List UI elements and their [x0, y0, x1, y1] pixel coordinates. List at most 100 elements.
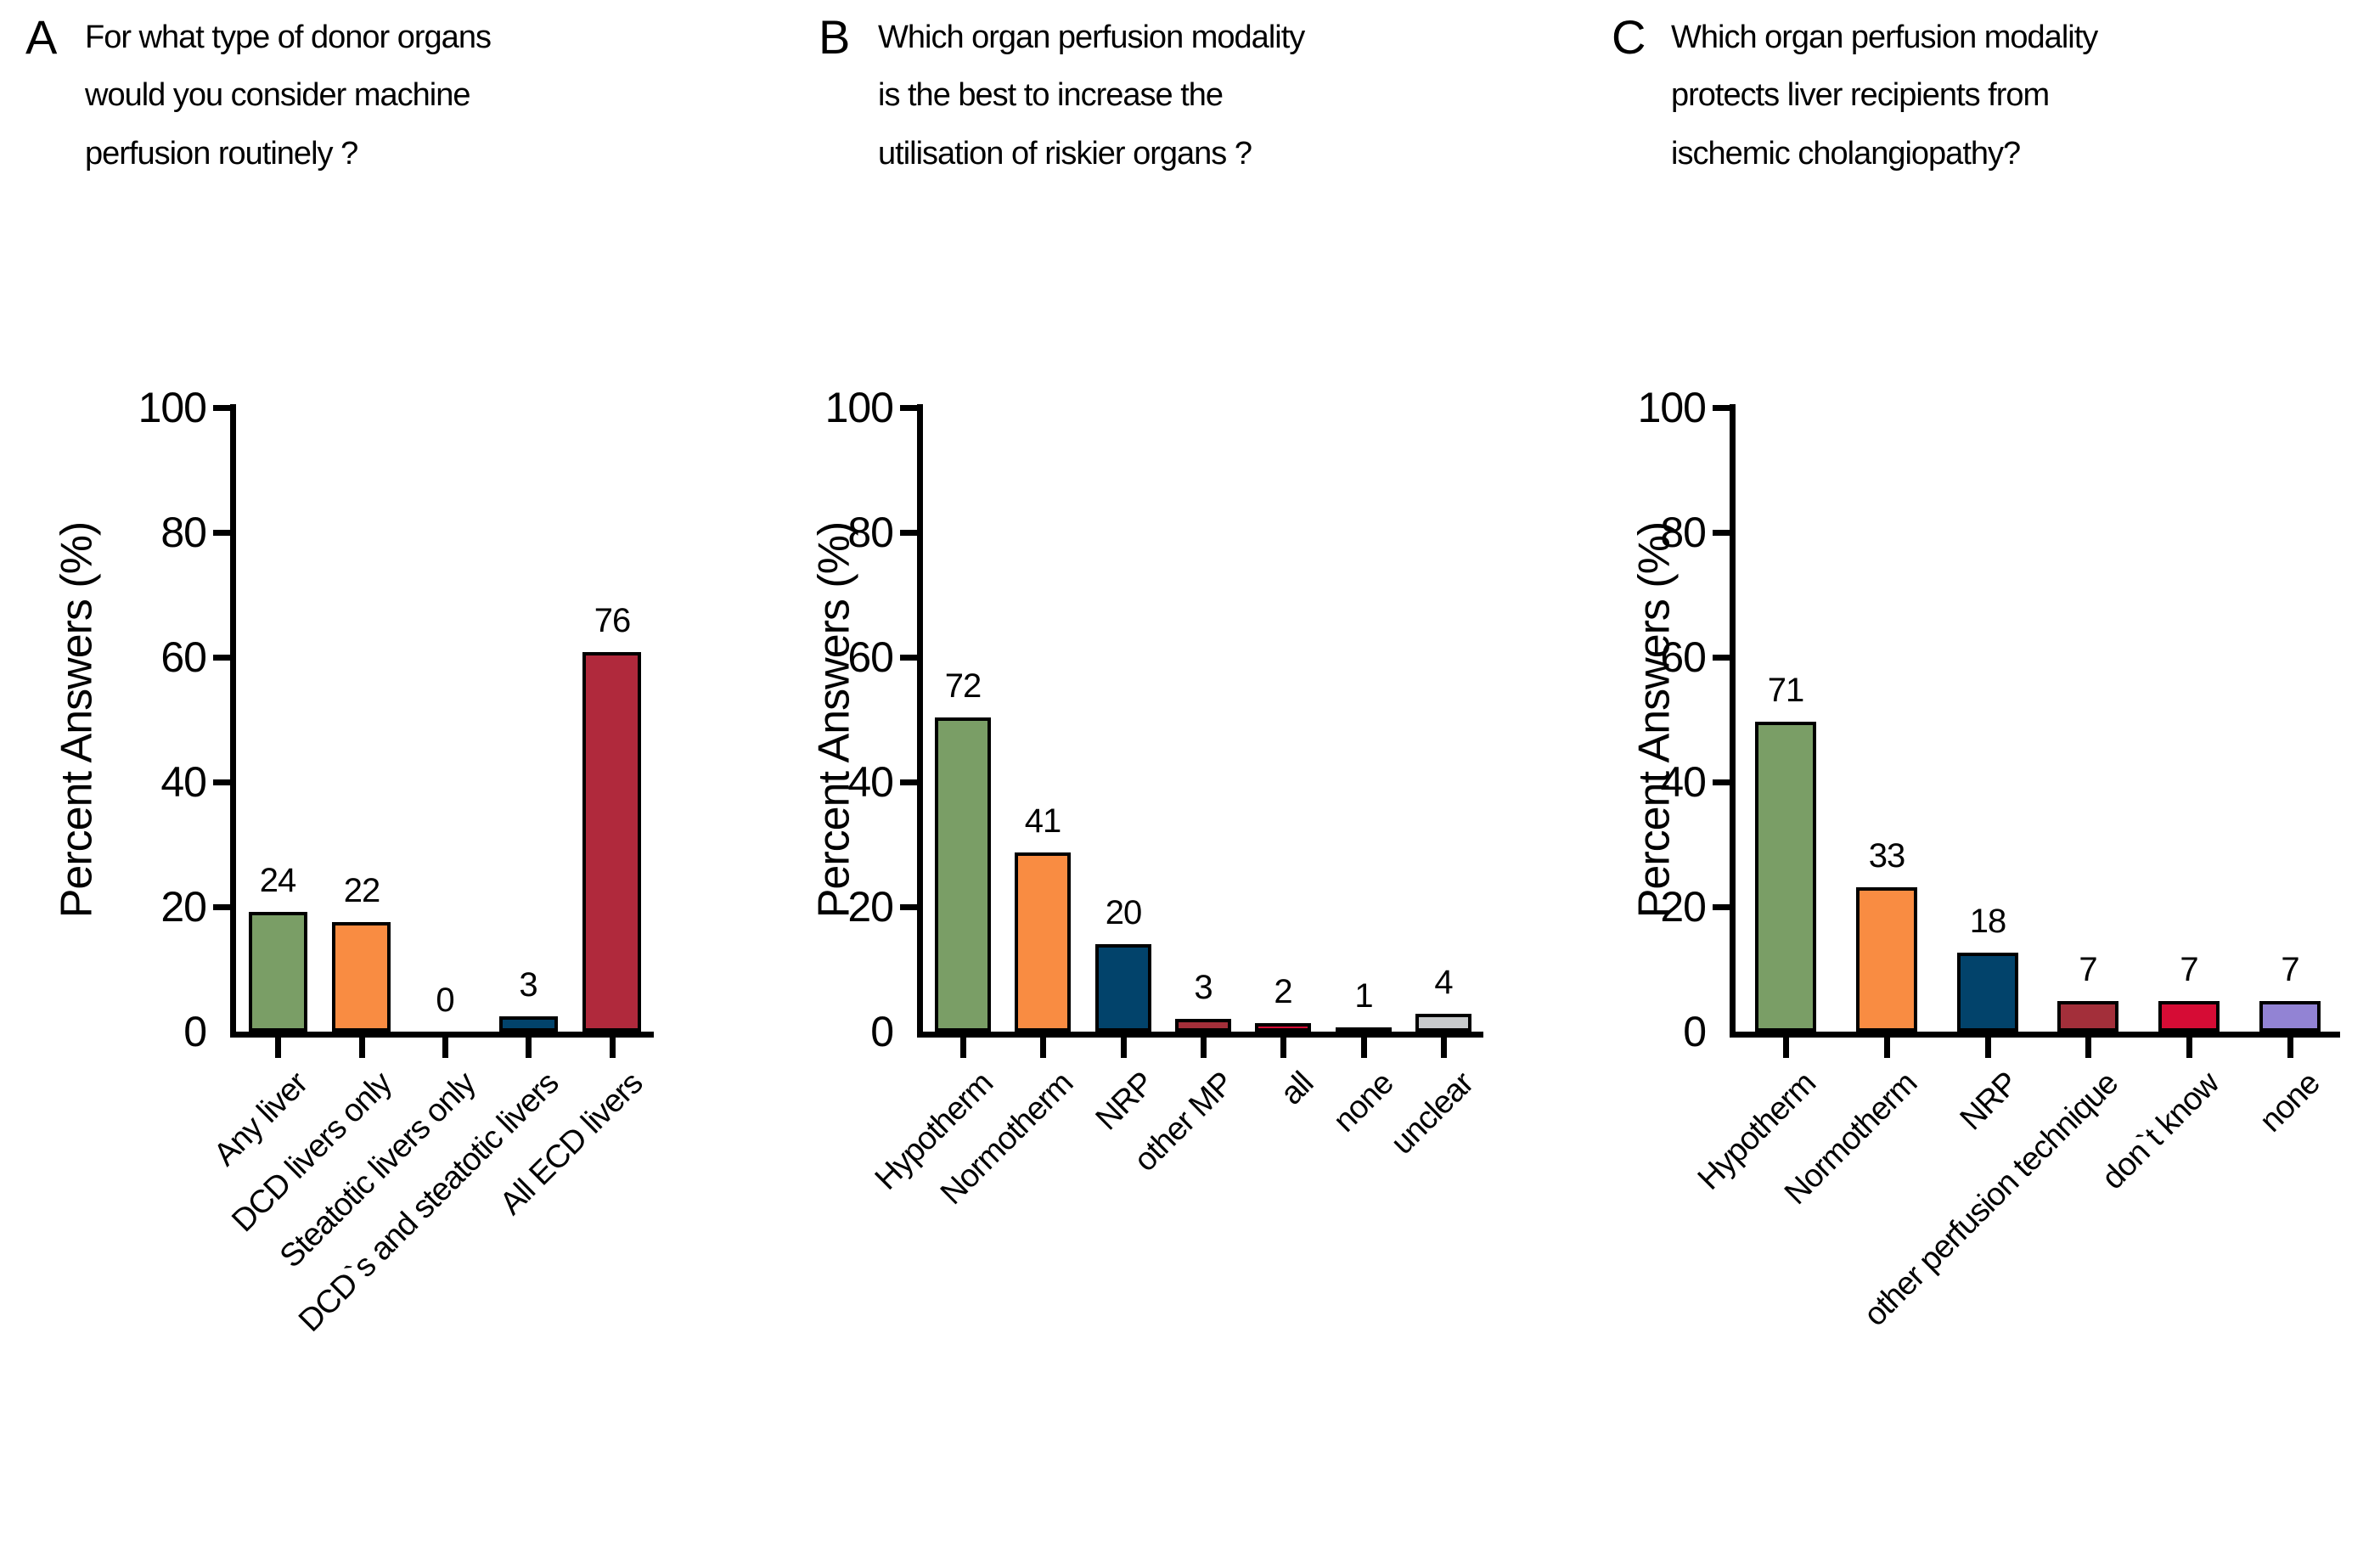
- y-axis-label: Percent Answers (%): [809, 521, 858, 918]
- bar: [1095, 944, 1151, 1032]
- bar: [332, 922, 391, 1032]
- chart-panel-c: C Which organ perfusion modality protects…: [1586, 0, 2380, 1547]
- y-tick-label: 80: [160, 509, 207, 556]
- x-axis-category-label: none: [2253, 1066, 2327, 1139]
- x-tick: [1441, 1038, 1447, 1058]
- x-tick: [526, 1038, 532, 1058]
- y-tick-label: 0: [1683, 1008, 1707, 1055]
- bar-value-label: 33: [1868, 837, 1906, 875]
- x-tick: [1040, 1038, 1046, 1058]
- panel-title: For what type of donor organs would you …: [85, 20, 492, 172]
- panel-title: Which organ perfusion modality protects …: [1671, 20, 2098, 172]
- bar: [2158, 1001, 2220, 1032]
- x-tick: [275, 1038, 281, 1058]
- bar-value-label: 7: [2079, 951, 2097, 988]
- bar-value-label: 76: [594, 602, 632, 639]
- chart-panel-b: B Which organ perfusion modality is the b…: [793, 0, 1586, 1547]
- bar-value-label: 18: [1969, 903, 2007, 940]
- y-tick: [900, 405, 917, 411]
- y-tick: [213, 530, 230, 536]
- y-tick-label: 100: [824, 384, 894, 431]
- x-tick: [1280, 1038, 1286, 1058]
- bar: [1255, 1023, 1311, 1032]
- bar: [2259, 1001, 2321, 1032]
- x-tick: [1985, 1038, 1991, 1058]
- y-axis-line: [1730, 404, 1736, 1038]
- bar: [1336, 1027, 1392, 1034]
- x-tick: [1201, 1038, 1207, 1058]
- y-tick-label: 20: [847, 883, 894, 931]
- bar: [2057, 1001, 2118, 1032]
- y-tick: [900, 779, 917, 785]
- y-tick: [900, 655, 917, 661]
- x-axis-category-label: NRP: [1953, 1066, 2025, 1138]
- y-tick: [1713, 779, 1730, 785]
- y-tick: [900, 904, 917, 910]
- y-tick-label: 40: [160, 758, 207, 806]
- bar-value-label: 71: [1767, 672, 1805, 709]
- x-tick: [1884, 1038, 1890, 1058]
- chart-panel-a: A For what type of donor organs would you…: [0, 0, 793, 1547]
- y-axis-label: Percent Answers (%): [52, 521, 101, 918]
- y-tick-label: 20: [1660, 883, 1707, 931]
- y-tick: [1713, 655, 1730, 661]
- x-tick: [1361, 1038, 1367, 1058]
- y-tick: [213, 405, 230, 411]
- y-tick-label: 40: [847, 758, 894, 806]
- panel-letter: A: [25, 10, 58, 64]
- bar: [582, 652, 641, 1032]
- y-tick-label: 0: [870, 1008, 894, 1055]
- x-tick: [2186, 1038, 2192, 1058]
- bar-value-label: 2: [1274, 973, 1292, 1010]
- x-axis-category-label: all: [1274, 1066, 1320, 1112]
- bar: [249, 912, 307, 1032]
- x-axis-category-label: none: [1327, 1066, 1401, 1139]
- bar-value-label: 7: [2180, 951, 2198, 988]
- y-tick: [1713, 904, 1730, 910]
- bar-value-label: 0: [436, 982, 454, 1019]
- x-tick: [960, 1038, 966, 1058]
- x-tick: [610, 1038, 616, 1058]
- bar-value-label: 22: [343, 872, 381, 909]
- panel-title: Which organ perfusion modality is the be…: [878, 20, 1305, 172]
- x-tick: [1121, 1038, 1127, 1058]
- y-tick: [1713, 530, 1730, 536]
- y-tick: [213, 779, 230, 785]
- y-tick-label: 100: [138, 384, 207, 431]
- panel-letter: B: [819, 10, 851, 64]
- x-axis-line: [917, 1032, 1483, 1038]
- x-tick: [442, 1038, 448, 1058]
- bar: [935, 717, 991, 1032]
- bar-value-label: 1: [1354, 977, 1373, 1015]
- y-axis-line: [230, 404, 236, 1038]
- y-tick-label: 100: [1637, 384, 1707, 431]
- x-tick: [359, 1038, 365, 1058]
- y-tick-label: 60: [847, 633, 894, 681]
- y-tick: [213, 655, 230, 661]
- y-tick-label: 0: [183, 1008, 207, 1055]
- panel-letter: C: [1612, 10, 1646, 64]
- y-tick: [213, 904, 230, 910]
- y-tick-label: 40: [1660, 758, 1707, 806]
- y-tick: [1713, 405, 1730, 411]
- bar-value-label: 20: [1105, 894, 1143, 931]
- bar: [1415, 1014, 1471, 1032]
- x-axis-category-label: unclear: [1384, 1066, 1481, 1162]
- bar: [1957, 953, 2018, 1032]
- bar-value-label: 24: [259, 862, 297, 899]
- x-axis-category-label: NRP: [1089, 1066, 1161, 1138]
- bar-value-label: 3: [519, 966, 537, 1004]
- y-axis-label: Percent Answers (%): [1629, 521, 1679, 918]
- bar-value-label: 4: [1434, 964, 1453, 1001]
- y-tick-label: 20: [160, 883, 207, 931]
- y-tick-label: 80: [847, 509, 894, 556]
- x-tick: [2085, 1038, 2091, 1058]
- bar: [499, 1016, 558, 1032]
- x-tick: [2287, 1038, 2293, 1058]
- bar: [1755, 722, 1816, 1032]
- y-tick-label: 80: [1660, 509, 1707, 556]
- bar-value-label: 3: [1194, 969, 1213, 1006]
- y-axis-line: [917, 404, 923, 1038]
- y-tick-label: 60: [160, 633, 207, 681]
